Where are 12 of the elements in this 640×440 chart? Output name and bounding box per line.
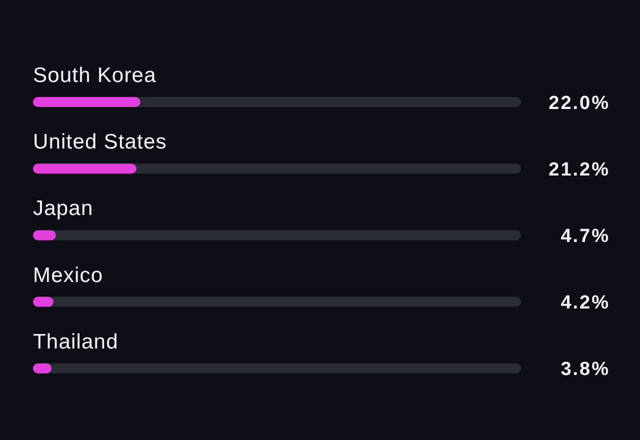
data-label: 4.7% [560,226,610,248]
y-tick-label: Japan [33,197,94,220]
y-tick-label: United States [33,130,167,154]
data-label: 3.8% [560,359,610,380]
y-tick-label: Mexico [33,264,104,287]
y-tick-label: Thailand [33,330,118,354]
data-label: 4.2% [560,292,610,314]
data-label: 21.2% [548,159,610,180]
bar [33,164,136,174]
bar [33,97,140,107]
data-label: 22.0% [548,92,610,114]
y-tick-label: South Korea [33,64,156,87]
